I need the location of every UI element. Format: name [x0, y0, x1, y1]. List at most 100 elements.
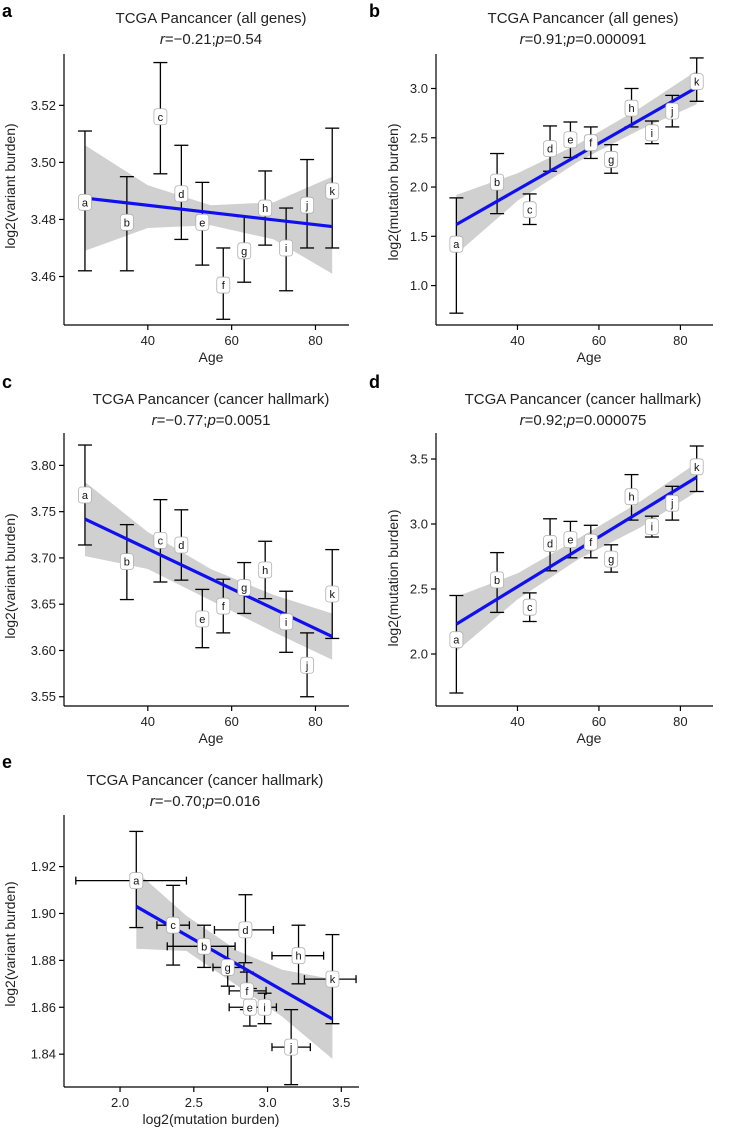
- data-point-label: b: [124, 557, 130, 569]
- x-tick-label: 80: [673, 333, 687, 348]
- data-point-label: j: [670, 106, 673, 118]
- x-tick-label: 80: [673, 714, 687, 729]
- data-point-box: [291, 947, 306, 965]
- data-point-b: b: [490, 173, 505, 191]
- data-point-box: [257, 998, 272, 1016]
- regression-line: [84, 196, 333, 229]
- y-tick-label: 3.75: [31, 504, 56, 519]
- y-tick-label: 3.46: [31, 269, 56, 284]
- data-point-label: a: [133, 876, 140, 888]
- data-point-label: i: [263, 1002, 265, 1014]
- data-point-label: d: [242, 925, 248, 937]
- panel-c-title: TCGA Pancancer (cancer hallmark): [93, 391, 330, 408]
- panel-d: d TCGA Pancancer (cancer hallmark) r=0.9…: [369, 372, 713, 746]
- data-point-box: [195, 213, 210, 231]
- data-point-label: d: [547, 539, 553, 551]
- panel-d-r-symbol: r: [520, 412, 526, 429]
- data-point-j: j: [300, 196, 314, 214]
- data-point-box: [237, 242, 252, 260]
- data-point-box: [665, 102, 680, 120]
- data-point-label: g: [241, 583, 247, 595]
- y-tick-label: 3.48: [31, 212, 56, 227]
- data-point-label: i: [651, 522, 653, 534]
- y-tick-label: 3.70: [31, 550, 56, 565]
- data-point-h: h: [258, 561, 273, 579]
- data-point-label: a: [82, 490, 89, 502]
- data-point-label: a: [82, 197, 89, 209]
- data-point-label: f: [222, 280, 226, 292]
- panel-e-r-value: =−0.70;: [155, 793, 206, 810]
- data-point-label: i: [285, 617, 287, 629]
- panel-e-plot-area: a b c d ef g h i j k 1.84 1.86 1.88 1.90 1.92 2.0 2.5 3.0…: [31, 815, 359, 1110]
- data-point-box: [119, 553, 134, 571]
- data-point-label: e: [247, 1002, 253, 1014]
- data-point-k: k: [325, 585, 340, 603]
- data-point-box: [300, 656, 314, 674]
- panel-e-p-value: =0.016: [214, 793, 260, 810]
- data-point-box: [174, 536, 189, 554]
- data-point-label: j: [670, 498, 673, 510]
- data-point-label: e: [199, 614, 205, 626]
- data-point-box: [522, 201, 537, 219]
- data-point-box: [624, 488, 639, 506]
- data-point-box: [563, 131, 578, 149]
- panel-e-r-symbol: r: [150, 793, 156, 810]
- data-point-label: c: [527, 602, 533, 614]
- data-point-label: c: [158, 535, 164, 547]
- panel-b-r-value: =0.91;: [525, 31, 567, 48]
- panel-a-p-value: =0.54: [224, 31, 262, 48]
- x-tick-label: 40: [141, 333, 155, 348]
- x-tick-label: 2.5: [185, 1095, 203, 1110]
- x-tick-label: 3.5: [332, 1095, 350, 1110]
- data-point-label: f: [222, 601, 226, 613]
- panel-d-title: TCGA Pancancer (cancer hallmark): [465, 391, 702, 408]
- panel-c-plot-area: a b c d e f g h i j k 3.55 3.60 3.65 3.70 3.75 3.80 40 60 8…: [31, 433, 349, 729]
- data-point-label: a: [453, 239, 460, 251]
- panel-b-p-symbol: p: [566, 31, 575, 48]
- data-point-label: h: [262, 203, 268, 215]
- panel-a-r-symbol: r: [160, 31, 166, 48]
- data-point-a: a: [449, 631, 464, 649]
- y-tick-label: 3.80: [31, 458, 56, 473]
- x-tick-label: 40: [510, 714, 524, 729]
- data-point-label: c: [158, 112, 164, 124]
- data-point-label: i: [285, 243, 287, 255]
- y-tick-label: 1.88: [31, 953, 56, 968]
- data-point-box: [604, 550, 619, 568]
- panel-b-title: TCGA Pancancer (all genes): [488, 10, 679, 27]
- data-point-label: j: [305, 200, 308, 212]
- data-point-g: g: [220, 959, 235, 976]
- panel-b-r-symbol: r: [520, 31, 526, 48]
- data-point-label: f: [589, 537, 593, 549]
- data-point-a: a: [129, 872, 144, 890]
- data-point-f: f: [583, 134, 598, 152]
- data-point-box: [325, 970, 340, 988]
- data-point-label: k: [330, 974, 336, 986]
- data-point-c: c: [153, 108, 168, 126]
- x-tick-label: 2.0: [111, 1095, 129, 1110]
- data-point-box: [604, 151, 619, 168]
- y-tick-label: 3.52: [31, 98, 56, 113]
- data-point-j: j: [665, 102, 680, 120]
- panel-e-y-axis-title: log2(variant burden): [2, 881, 18, 1006]
- y-tick-label: 3.0: [410, 517, 428, 532]
- confidence-band: [85, 482, 333, 660]
- confidence-band: [456, 70, 697, 254]
- data-point-h: h: [258, 199, 273, 217]
- panel-d-r-value: =0.92;: [525, 412, 567, 429]
- panel-d-plot-area: a b c d e f g h i j k 2.0 2.5 3.0 3.5 40 60 80: [410, 433, 713, 729]
- regression-line: [455, 86, 698, 226]
- panel-a-title: TCGA Pancancer (all genes): [116, 10, 307, 27]
- data-point-label: j: [305, 660, 308, 672]
- data-point-box: [300, 196, 314, 214]
- y-tick-label: 1.90: [31, 906, 56, 921]
- data-point-d: d: [238, 921, 253, 939]
- panel-label-d: d: [369, 372, 380, 392]
- data-point-label: k: [329, 186, 335, 198]
- data-point-c: c: [166, 916, 181, 934]
- data-point-h: h: [624, 488, 639, 506]
- data-point-label: d: [547, 144, 553, 156]
- data-point-box: [325, 585, 340, 603]
- data-point-j: j: [284, 1038, 299, 1056]
- data-point-label: f: [245, 986, 249, 998]
